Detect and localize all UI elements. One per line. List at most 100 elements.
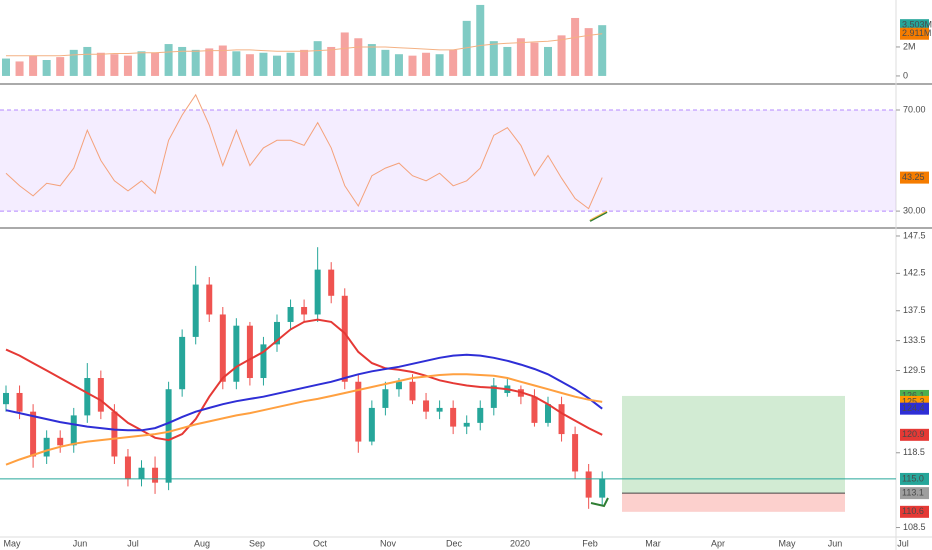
volume-bar xyxy=(42,60,51,76)
volume-bar xyxy=(530,42,539,76)
price-label: 113.1 xyxy=(902,488,924,498)
divergence-line xyxy=(589,210,608,221)
volume-bar xyxy=(340,32,349,76)
y-tick-label: 133.5 xyxy=(903,335,926,345)
y-tick-label: 70.00 xyxy=(903,104,926,114)
y-tick-label: 147.5 xyxy=(903,230,926,240)
candle-body xyxy=(572,434,579,472)
y-tick-label: 2M xyxy=(903,41,916,51)
volume-bar xyxy=(164,44,173,76)
x-tick-label: Sep xyxy=(249,538,265,548)
rsi-band xyxy=(0,109,896,212)
candle-body xyxy=(395,381,402,390)
x-tick-label: Apr xyxy=(711,538,725,548)
candle-body xyxy=(111,411,118,457)
candle-body xyxy=(84,378,91,416)
moving-average xyxy=(5,318,603,442)
candle-body xyxy=(219,314,226,382)
volume-bar xyxy=(110,54,119,76)
volume-bar xyxy=(151,52,160,76)
x-tick-label: 2020 xyxy=(510,538,530,548)
volume-bar xyxy=(584,28,593,76)
x-tick-label: May xyxy=(3,538,21,548)
volume-bar xyxy=(286,52,295,76)
volume-bar xyxy=(435,54,444,76)
candle-body xyxy=(341,295,348,382)
volume-bar xyxy=(449,49,458,76)
volume-bar xyxy=(232,51,241,76)
candle-body xyxy=(124,456,131,479)
volume-bar xyxy=(137,51,146,76)
volume-bar xyxy=(422,52,431,76)
y-tick-label: 30.00 xyxy=(903,205,926,215)
candle-body xyxy=(43,437,50,457)
volume-bar xyxy=(245,54,254,76)
volume-bar xyxy=(300,49,309,76)
candle-body xyxy=(301,306,308,315)
candle-body xyxy=(599,478,606,498)
price-label-box xyxy=(900,402,929,415)
price-label: 120.9 xyxy=(902,429,925,439)
volume-bar xyxy=(408,55,417,76)
y-tick-label: 129.5 xyxy=(903,365,926,375)
candle-body xyxy=(274,321,280,345)
volume-bar xyxy=(476,4,485,76)
divergence-line xyxy=(589,211,608,222)
candle-body xyxy=(585,471,592,498)
candle-body xyxy=(477,407,484,423)
candle-body xyxy=(70,415,77,446)
volume-bar xyxy=(29,55,38,76)
price-label: 125.3 xyxy=(902,396,925,406)
x-tick-label: Jul xyxy=(897,538,909,548)
volume-bar xyxy=(544,46,552,76)
x-tick-label: Oct xyxy=(313,538,328,548)
volume-bar xyxy=(56,57,65,76)
candle-body xyxy=(192,284,199,337)
candle-body xyxy=(368,407,375,442)
volume-bar xyxy=(367,44,376,76)
price-label-box xyxy=(900,428,929,441)
volume-bar xyxy=(489,41,498,76)
candle-body xyxy=(165,389,172,483)
moving-average xyxy=(5,353,603,432)
candle-body xyxy=(545,404,551,423)
volume-bar xyxy=(354,38,363,76)
divergence-line xyxy=(590,497,609,508)
candle-body xyxy=(423,400,430,412)
candle-body xyxy=(206,284,213,315)
candle-body xyxy=(152,467,159,483)
candle-body xyxy=(463,422,470,427)
volume-bar xyxy=(571,17,580,76)
volume-bar xyxy=(205,48,214,76)
candle-body xyxy=(531,396,538,423)
volume-bar xyxy=(516,38,525,76)
volume-bar xyxy=(598,25,607,76)
candle-body xyxy=(179,336,186,390)
rsi-line xyxy=(5,93,603,210)
volume-bar xyxy=(503,46,512,76)
x-tick-label: Jul xyxy=(127,538,139,548)
price-label: 115.0 xyxy=(902,473,924,483)
price-label-box xyxy=(900,472,929,485)
volume-bar xyxy=(259,52,268,76)
x-tick-label: Jun xyxy=(828,538,843,548)
price-label: 3.503M xyxy=(902,20,932,30)
volume-bar xyxy=(313,41,322,76)
price-label-box xyxy=(900,27,929,40)
volume-bar xyxy=(381,49,390,76)
volume-bar xyxy=(15,61,24,76)
candle-body xyxy=(409,381,416,401)
volume-bar xyxy=(218,45,227,76)
volume-bar xyxy=(462,20,471,76)
y-tick-label: 118.5 xyxy=(903,447,925,457)
candle-body xyxy=(314,269,321,315)
candle-body xyxy=(558,404,565,435)
y-tick-label: 137.5 xyxy=(903,305,926,315)
volume-bar xyxy=(557,35,566,76)
price-label-box xyxy=(900,505,929,518)
candle-body xyxy=(355,381,362,442)
x-tick-label: Dec xyxy=(446,538,463,548)
price-label-box xyxy=(900,487,929,500)
candle-body xyxy=(233,325,240,382)
